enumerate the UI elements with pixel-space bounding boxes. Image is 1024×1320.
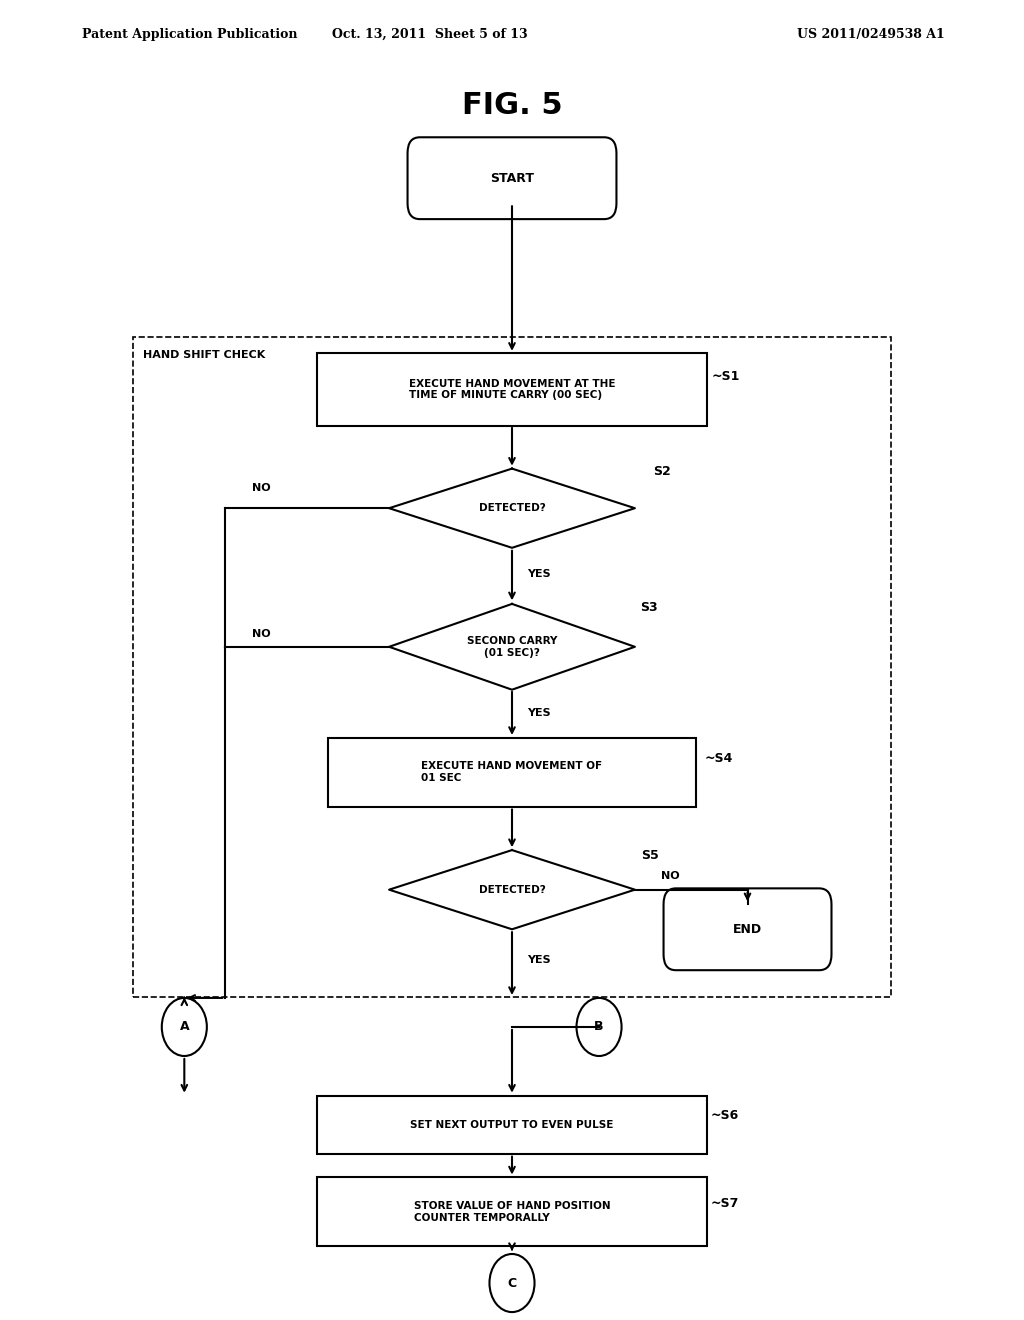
- Text: NO: NO: [662, 871, 680, 882]
- Circle shape: [577, 998, 622, 1056]
- Circle shape: [489, 1254, 535, 1312]
- Text: YES: YES: [527, 708, 551, 718]
- Text: Oct. 13, 2011  Sheet 5 of 13: Oct. 13, 2011 Sheet 5 of 13: [332, 28, 528, 41]
- Text: Patent Application Publication: Patent Application Publication: [82, 28, 297, 41]
- FancyBboxPatch shape: [317, 1096, 707, 1154]
- Text: US 2011/0249538 A1: US 2011/0249538 A1: [797, 28, 944, 41]
- Text: S3: S3: [640, 601, 657, 614]
- Text: ~S1: ~S1: [712, 370, 740, 383]
- Text: C: C: [508, 1276, 516, 1290]
- Text: S5: S5: [641, 849, 658, 862]
- FancyBboxPatch shape: [328, 738, 696, 807]
- Text: DETECTED?: DETECTED?: [478, 884, 546, 895]
- Text: B: B: [594, 1020, 604, 1034]
- Text: SECOND CARRY
(01 SEC)?: SECOND CARRY (01 SEC)?: [467, 636, 557, 657]
- Text: STORE VALUE OF HAND POSITION
COUNTER TEMPORALLY: STORE VALUE OF HAND POSITION COUNTER TEM…: [414, 1201, 610, 1222]
- Text: ~S4: ~S4: [705, 752, 733, 766]
- Text: FIG. 5: FIG. 5: [462, 91, 562, 120]
- Text: END: END: [733, 923, 762, 936]
- Polygon shape: [389, 850, 635, 929]
- Polygon shape: [389, 605, 635, 689]
- Text: START: START: [490, 172, 534, 185]
- FancyBboxPatch shape: [317, 352, 707, 425]
- Text: HAND SHIFT CHECK: HAND SHIFT CHECK: [143, 350, 265, 360]
- Text: DETECTED?: DETECTED?: [478, 503, 546, 513]
- Text: YES: YES: [527, 954, 551, 965]
- Polygon shape: [389, 469, 635, 548]
- Text: A: A: [179, 1020, 189, 1034]
- Text: NO: NO: [252, 628, 270, 639]
- Text: EXECUTE HAND MOVEMENT OF
01 SEC: EXECUTE HAND MOVEMENT OF 01 SEC: [422, 762, 602, 783]
- Text: ~S7: ~S7: [711, 1197, 739, 1210]
- FancyBboxPatch shape: [317, 1177, 707, 1246]
- Text: NO: NO: [252, 483, 270, 494]
- Text: ~S6: ~S6: [711, 1109, 739, 1122]
- Circle shape: [162, 998, 207, 1056]
- FancyBboxPatch shape: [408, 137, 616, 219]
- Text: S2: S2: [653, 465, 671, 478]
- Text: SET NEXT OUTPUT TO EVEN PULSE: SET NEXT OUTPUT TO EVEN PULSE: [411, 1119, 613, 1130]
- FancyBboxPatch shape: [664, 888, 831, 970]
- Text: YES: YES: [527, 569, 551, 579]
- Text: EXECUTE HAND MOVEMENT AT THE
TIME OF MINUTE CARRY (00 SEC): EXECUTE HAND MOVEMENT AT THE TIME OF MIN…: [409, 379, 615, 400]
- Bar: [133, 337, 891, 997]
